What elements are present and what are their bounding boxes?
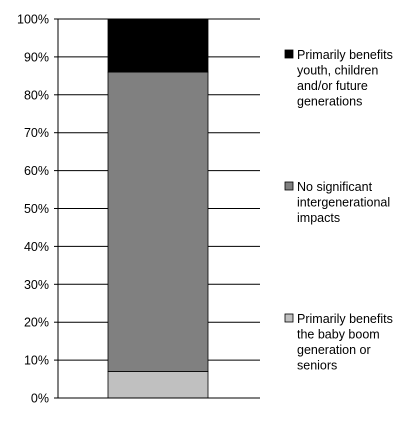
legend-label: youth, children — [297, 64, 378, 78]
legend-label: Primarily benefits — [297, 312, 393, 326]
y-axis-ticks: 0% 10% 20% 30% 40% 50% 60% 70% 80% 90% 100% — [17, 13, 58, 406]
y-tick-label: 100% — [17, 13, 49, 27]
bar-segment — [107, 371, 209, 399]
y-tick-label: 60% — [24, 164, 49, 178]
y-tick-label: 20% — [24, 316, 49, 330]
bar-segment — [107, 18, 209, 73]
legend: Primarily benefits youth, childrenand/or … — [284, 48, 393, 373]
y-tick-label: 10% — [24, 354, 49, 368]
y-tick-label: 0% — [31, 392, 49, 406]
legend-label: No significant — [297, 180, 373, 194]
y-tick-label: 50% — [24, 202, 49, 216]
y-tick-label: 40% — [24, 240, 49, 254]
legend-swatch — [284, 181, 294, 191]
axes — [57, 19, 260, 399]
y-tick-label: 90% — [24, 50, 49, 64]
legend-swatch — [284, 313, 294, 323]
legend-label: seniors — [297, 359, 337, 373]
legend-swatch — [284, 49, 294, 59]
legend-label: the baby boom — [297, 328, 380, 342]
bar-segment — [107, 71, 209, 372]
legend-label: impacts — [297, 211, 340, 225]
y-tick-label: 80% — [24, 88, 49, 102]
legend-label: generations — [297, 95, 362, 109]
legend-label: Primarily benefits — [297, 48, 393, 62]
y-tick-label: 30% — [24, 278, 49, 292]
legend-label: generation or — [297, 343, 371, 357]
bar-stack — [107, 18, 209, 399]
legend-label: intergenerational — [297, 196, 390, 210]
legend-label: and/or future — [297, 79, 368, 93]
y-tick-label: 70% — [24, 126, 49, 140]
